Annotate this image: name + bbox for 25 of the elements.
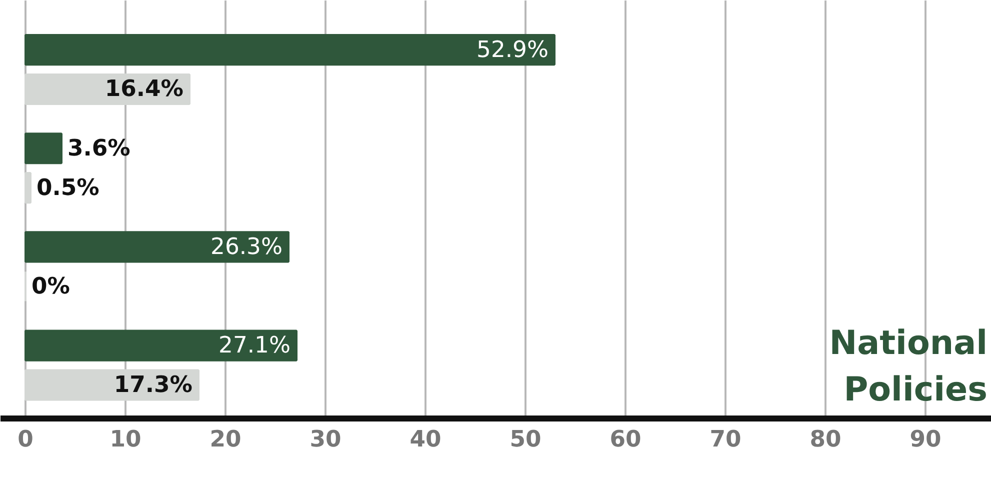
x-tick-label: 80 (810, 426, 842, 452)
bar (24, 132, 62, 164)
x-tick-label: 10 (110, 426, 142, 452)
x-tick-label: 0 (18, 426, 34, 452)
x-tick-label: 30 (310, 426, 342, 452)
x-tick-label: 40 (410, 426, 442, 452)
annotation: National Policies (829, 322, 988, 409)
data-label: 27.1% (218, 332, 291, 359)
bar (24, 369, 200, 401)
bar (24, 330, 298, 362)
x-tick-label: 20 (210, 426, 242, 452)
data-label: 0.5% (36, 174, 100, 201)
data-label: 3.6% (68, 135, 130, 162)
data-label: 0% (32, 273, 70, 300)
bar (24, 34, 556, 66)
data-label: 16.4% (104, 76, 184, 102)
bar (24, 172, 32, 204)
data-label: 52.9% (476, 36, 549, 63)
bar (24, 231, 290, 263)
data-label: 26.3% (210, 234, 283, 260)
x-tick-label: 60 (610, 426, 642, 452)
data-label: 17.3% (114, 372, 193, 398)
x-tick-label: 50 (510, 426, 542, 452)
x-tick-label: 90 (910, 426, 942, 452)
x-tick-label: 70 (710, 426, 742, 452)
